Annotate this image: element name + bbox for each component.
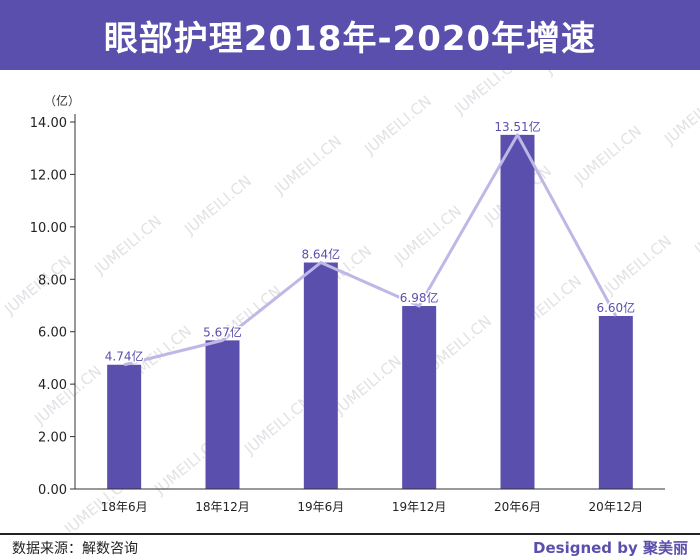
watermark-text: JUMEILI.CN: [690, 192, 700, 259]
y-axis-label: （亿）: [44, 93, 80, 108]
chart: JUMEILI.CNJUMEILI.CNJUMEILI.CNJUMEILI.CN…: [0, 70, 700, 532]
watermark-text: JUMEILI.CN: [30, 362, 105, 429]
watermark-text: JUMEILI.CN: [240, 392, 315, 459]
x-tick-label: 18年12月: [195, 500, 250, 514]
trend-line-group: [123, 133, 618, 367]
value-label: 6.60亿: [596, 300, 635, 315]
designer-credit: Designed by 聚美丽: [533, 539, 688, 557]
value-label: 6.98亿: [400, 290, 439, 305]
bar: [500, 134, 535, 489]
y-tick-label: 14.00: [30, 116, 67, 131]
watermark-text: JUMEILI.CN: [330, 352, 405, 419]
bar: [402, 306, 437, 489]
watermark-text: JUMEILI.CN: [660, 82, 700, 149]
bar: [205, 340, 240, 489]
x-tick-label: 20年6月: [494, 500, 541, 514]
x-tick-label: 19年12月: [392, 500, 447, 514]
watermark-text: JUMEILI.CN: [450, 70, 525, 119]
x-tick-label: 20年12月: [589, 500, 644, 514]
bar: [107, 364, 142, 489]
x-tick-label: 18年6月: [101, 500, 148, 514]
y-tick-label: 8.00: [38, 273, 67, 288]
value-label: 8.64亿: [301, 247, 340, 262]
watermark-text: JUMEILI.CN: [570, 122, 645, 189]
y-tick-label: 12.00: [30, 168, 67, 183]
watermark-text: JUMEILI.CN: [540, 70, 615, 79]
title-bar: 眼部护理2018年-2020年增速: [0, 0, 700, 70]
value-label: 5.67亿: [203, 324, 242, 339]
watermark-text: JUMEILI.CN: [270, 132, 345, 199]
value-labels-group: 4.74亿 5.67亿 8.64亿 6.98亿 13.51亿 6.60亿: [103, 117, 636, 365]
y-tick-label: 2.00: [38, 431, 67, 446]
source-note: 数据来源：解数咨询: [12, 541, 138, 557]
watermark-text: JUMEILI.CN: [600, 232, 675, 299]
footer-divider: [0, 533, 700, 535]
value-label: 13.51亿: [494, 119, 540, 134]
x-tick-label: 19年6月: [297, 500, 344, 514]
value-label: 4.74亿: [105, 349, 144, 364]
y-tick-label: 10.00: [30, 221, 67, 236]
y-tick-label: 6.00: [38, 326, 67, 341]
y-tick-label: 0.00: [38, 483, 67, 498]
trend-line: [123, 133, 618, 367]
watermark-text: JUMEILI.CN: [360, 92, 435, 159]
watermark-text: JUMEILI.CN: [90, 212, 165, 279]
bar: [598, 315, 633, 489]
bars-group: [107, 134, 633, 489]
watermark-text: JUMEILI.CN: [180, 172, 255, 239]
y-tick-label: 4.00: [38, 378, 67, 393]
watermark-layer: JUMEILI.CNJUMEILI.CNJUMEILI.CNJUMEILI.CN…: [0, 70, 700, 532]
x-axis: 18年6月 18年12月 19年6月 19年12月 20年6月 20年12月: [75, 488, 665, 514]
bar: [303, 262, 338, 489]
y-axis: 0.00 2.00 4.00 6.00 8.00 10.00 12.00 14.00: [30, 114, 76, 498]
watermark-text: JUMEILI.CN: [390, 202, 465, 269]
page-title: 眼部护理2018年-2020年增速: [103, 18, 597, 59]
